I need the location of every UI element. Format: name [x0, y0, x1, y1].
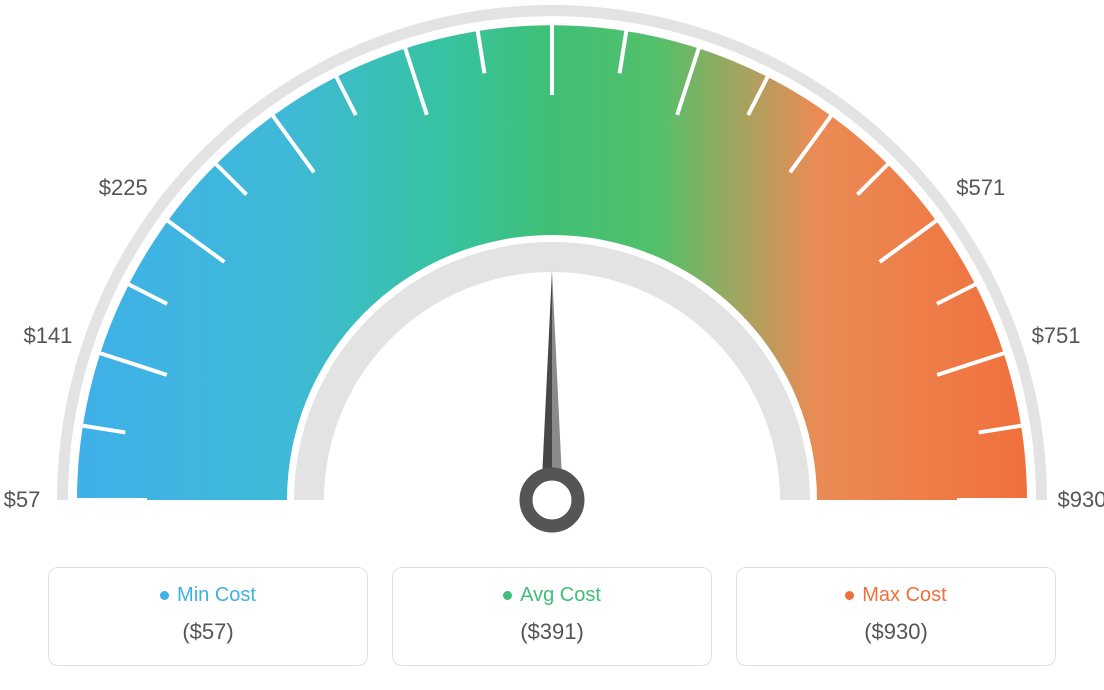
- gauge-svg: [0, 0, 1104, 560]
- scale-label: $571: [956, 175, 1005, 201]
- legend-title-max: Max Cost: [845, 584, 946, 607]
- legend-label: Min Cost: [177, 584, 256, 607]
- legend-value: ($391): [403, 619, 701, 645]
- legend-row: Min Cost ($57) Avg Cost ($391) Max Cost …: [0, 567, 1104, 666]
- bullet-icon: [160, 591, 169, 600]
- scale-label: $141: [23, 323, 72, 349]
- bullet-icon: [503, 591, 512, 600]
- scale-label: $225: [99, 175, 148, 201]
- legend-title-min: Min Cost: [160, 584, 256, 607]
- legend-box-min: Min Cost ($57): [48, 567, 368, 666]
- legend-box-avg: Avg Cost ($391): [392, 567, 712, 666]
- legend-value: ($57): [59, 619, 357, 645]
- scale-label: $930: [1058, 487, 1104, 513]
- legend-label: Avg Cost: [520, 584, 601, 607]
- legend-title-avg: Avg Cost: [503, 584, 601, 607]
- gauge-container: $57$141$225$391$571$751$930: [0, 0, 1104, 560]
- legend-value: ($930): [747, 619, 1045, 645]
- bullet-icon: [845, 591, 854, 600]
- scale-label: $57: [4, 487, 41, 513]
- legend-label: Max Cost: [862, 584, 946, 607]
- scale-label: $751: [1032, 323, 1081, 349]
- legend-box-max: Max Cost ($930): [736, 567, 1056, 666]
